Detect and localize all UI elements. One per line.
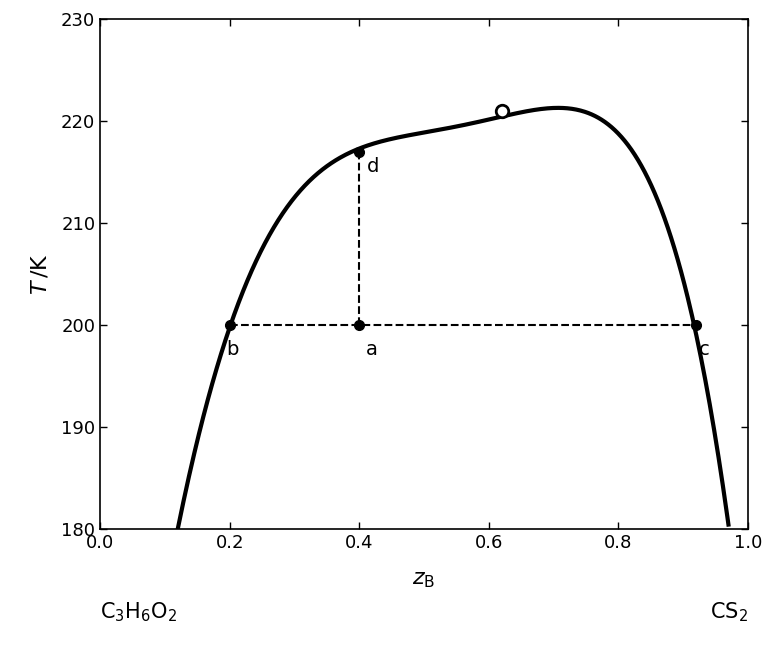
Text: CS$_2$: CS$_2$ [710, 600, 748, 624]
Text: a: a [365, 341, 378, 359]
Text: C$_3$H$_6$O$_2$: C$_3$H$_6$O$_2$ [100, 600, 177, 624]
Text: b: b [227, 341, 239, 359]
Text: $z_\mathrm{B}$: $z_\mathrm{B}$ [412, 570, 436, 590]
Text: d: d [367, 157, 379, 176]
Y-axis label: $T\,$/K: $T\,$/K [29, 253, 50, 295]
Text: c: c [699, 341, 710, 359]
